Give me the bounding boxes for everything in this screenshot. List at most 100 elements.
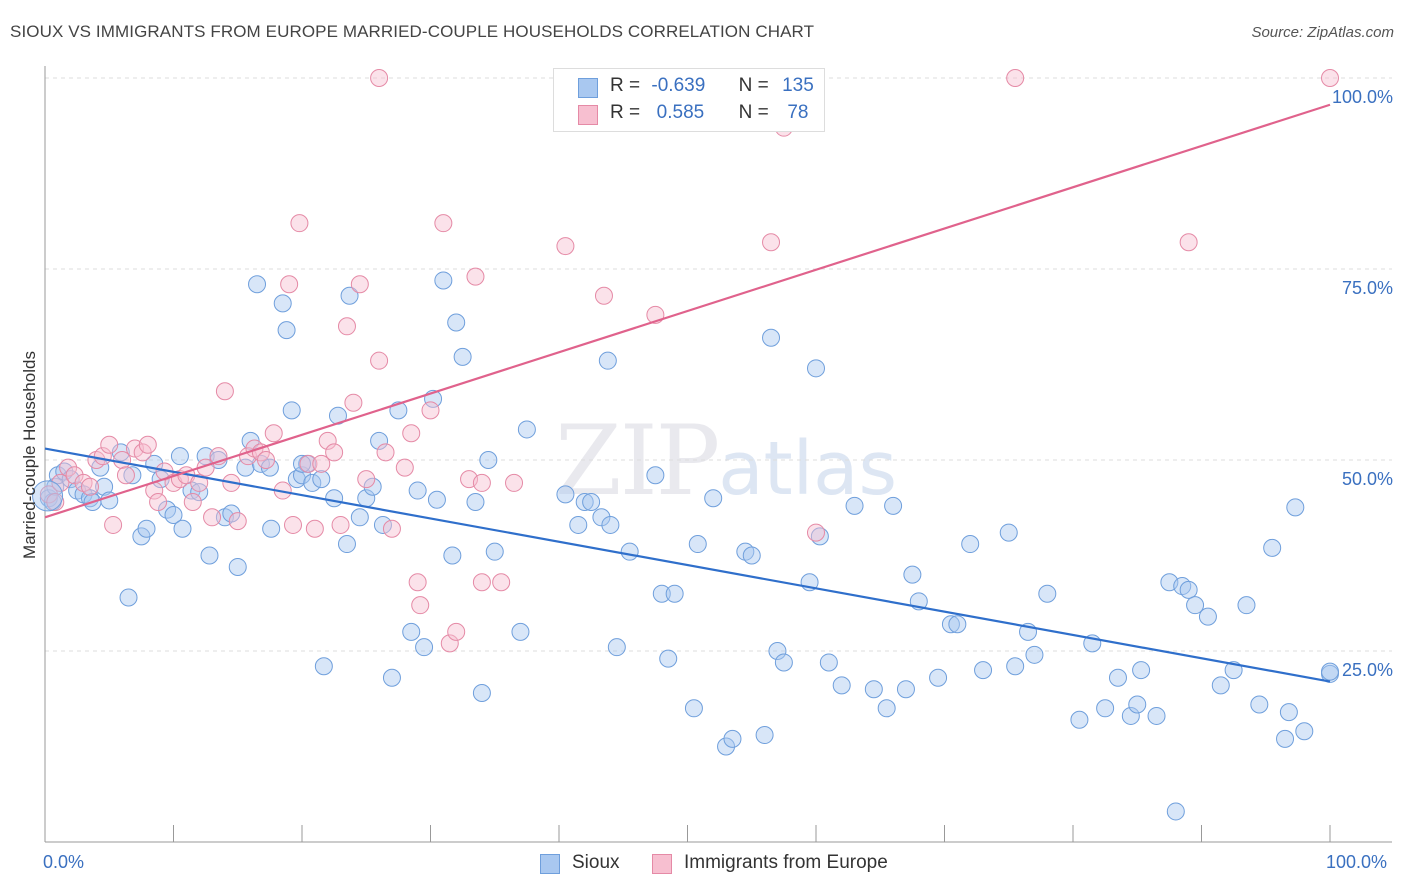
point-sioux [768, 642, 787, 660]
point-sioux [434, 271, 453, 290]
point-sioux [929, 668, 948, 687]
point-sioux [511, 622, 530, 641]
point-immigrants [434, 214, 453, 233]
point-sioux [173, 519, 192, 538]
point-sioux [277, 321, 296, 340]
point-sioux [1025, 645, 1044, 664]
point-sioux [948, 615, 967, 634]
point-sioux [1070, 710, 1089, 729]
point-sioux [1250, 695, 1269, 714]
point-immigrants [51, 473, 70, 492]
point-immigrants [556, 237, 575, 256]
point-immigrants [183, 493, 202, 512]
point-sioux [303, 473, 322, 492]
point-sioux [1211, 676, 1230, 695]
y-tick-label: 100.0% [1331, 87, 1393, 107]
point-immigrants [370, 351, 389, 370]
n-value-sioux: 135 [782, 75, 814, 96]
point-immigrants [807, 523, 825, 542]
point-sioux [755, 726, 774, 745]
point-immigrants [350, 275, 369, 294]
point-sioux [350, 508, 369, 527]
point-sioux [443, 546, 462, 565]
data-points [32, 69, 1339, 821]
point-sioux [1147, 706, 1166, 725]
point-sioux [877, 699, 896, 718]
point-sioux [262, 519, 281, 538]
point-sioux [137, 519, 156, 538]
point-immigrants [228, 512, 247, 531]
point-immigrants [80, 477, 99, 496]
point-immigrants [331, 515, 350, 534]
point-sioux [601, 515, 620, 534]
point-immigrants [382, 519, 401, 538]
legend-swatch-immigrants [578, 105, 598, 125]
point-sioux [402, 622, 421, 641]
x-tick-label-min: 0.0% [43, 852, 85, 872]
point-sioux [1321, 662, 1339, 681]
point-sioux [896, 680, 915, 699]
point-sioux [340, 286, 359, 305]
point-sioux [479, 451, 498, 469]
point-immigrants [312, 454, 331, 473]
point-sioux [325, 489, 344, 508]
point-immigrants [264, 424, 283, 443]
point-sioux [556, 485, 575, 504]
legend-text-immigrants: R = 0.585 N = 78 [610, 102, 808, 124]
point-immigrants [215, 382, 234, 401]
point-immigrants [411, 596, 430, 615]
point-sioux [575, 493, 594, 512]
point-sioux [845, 496, 864, 515]
watermark: ZIPatlas [555, 405, 897, 517]
point-immigrants [100, 435, 119, 454]
point-sioux [314, 657, 333, 676]
point-sioux [164, 506, 183, 525]
point-sioux [1166, 802, 1185, 821]
correlation-legend: R = -0.639 N = 135 R = 0.585 N = 78 [553, 68, 825, 132]
point-immigrants [505, 473, 524, 492]
point-sioux [453, 347, 472, 366]
point-sioux [1121, 706, 1140, 725]
r-value-immigrants: 0.585 [651, 102, 705, 123]
point-sioux [1038, 584, 1057, 603]
legend-swatch-sioux [578, 78, 598, 98]
r-label: R = [610, 75, 641, 96]
trend-line-immigrants [44, 103, 1331, 519]
point-sioux [974, 661, 993, 680]
legend-row-sioux: R = -0.639 N = 135 [578, 75, 818, 101]
point-sioux [200, 546, 219, 565]
n-label: N = [738, 75, 769, 96]
r-label: R = [610, 102, 641, 123]
point-sioux [1286, 498, 1305, 517]
point-sioux [415, 638, 434, 657]
point-sioux [337, 535, 356, 554]
point-sioux [119, 588, 138, 607]
point-immigrants [203, 508, 222, 527]
point-sioux [620, 542, 639, 561]
point-sioux [222, 504, 241, 523]
point-sioux [819, 653, 838, 672]
point-immigrants [472, 473, 491, 492]
point-immigrants [357, 470, 376, 489]
x-tick-label-max: 100.0% [1326, 852, 1388, 872]
trend-line-sioux [44, 447, 1331, 683]
point-sioux [1276, 729, 1295, 748]
watermark-atlas: atlas [718, 426, 898, 512]
point-immigrants [1321, 69, 1339, 87]
point-sioux [1237, 596, 1256, 615]
bottom-legend-label-immigrants: Immigrants from Europe [684, 852, 888, 873]
r-value-sioux: -0.639 [651, 75, 706, 96]
point-sioux [884, 496, 903, 515]
point-immigrants [370, 69, 389, 87]
point-sioux [363, 477, 382, 496]
point-immigrants [65, 466, 84, 485]
legend-row-immigrants: R = 0.585 N = 78 [578, 102, 818, 128]
point-sioux [582, 493, 601, 512]
point-sioux [598, 351, 617, 370]
point-sioux [1198, 607, 1217, 626]
point-sioux [665, 584, 684, 603]
point-immigrants [290, 214, 309, 233]
point-sioux [228, 557, 247, 576]
point-sioux [1006, 657, 1025, 676]
